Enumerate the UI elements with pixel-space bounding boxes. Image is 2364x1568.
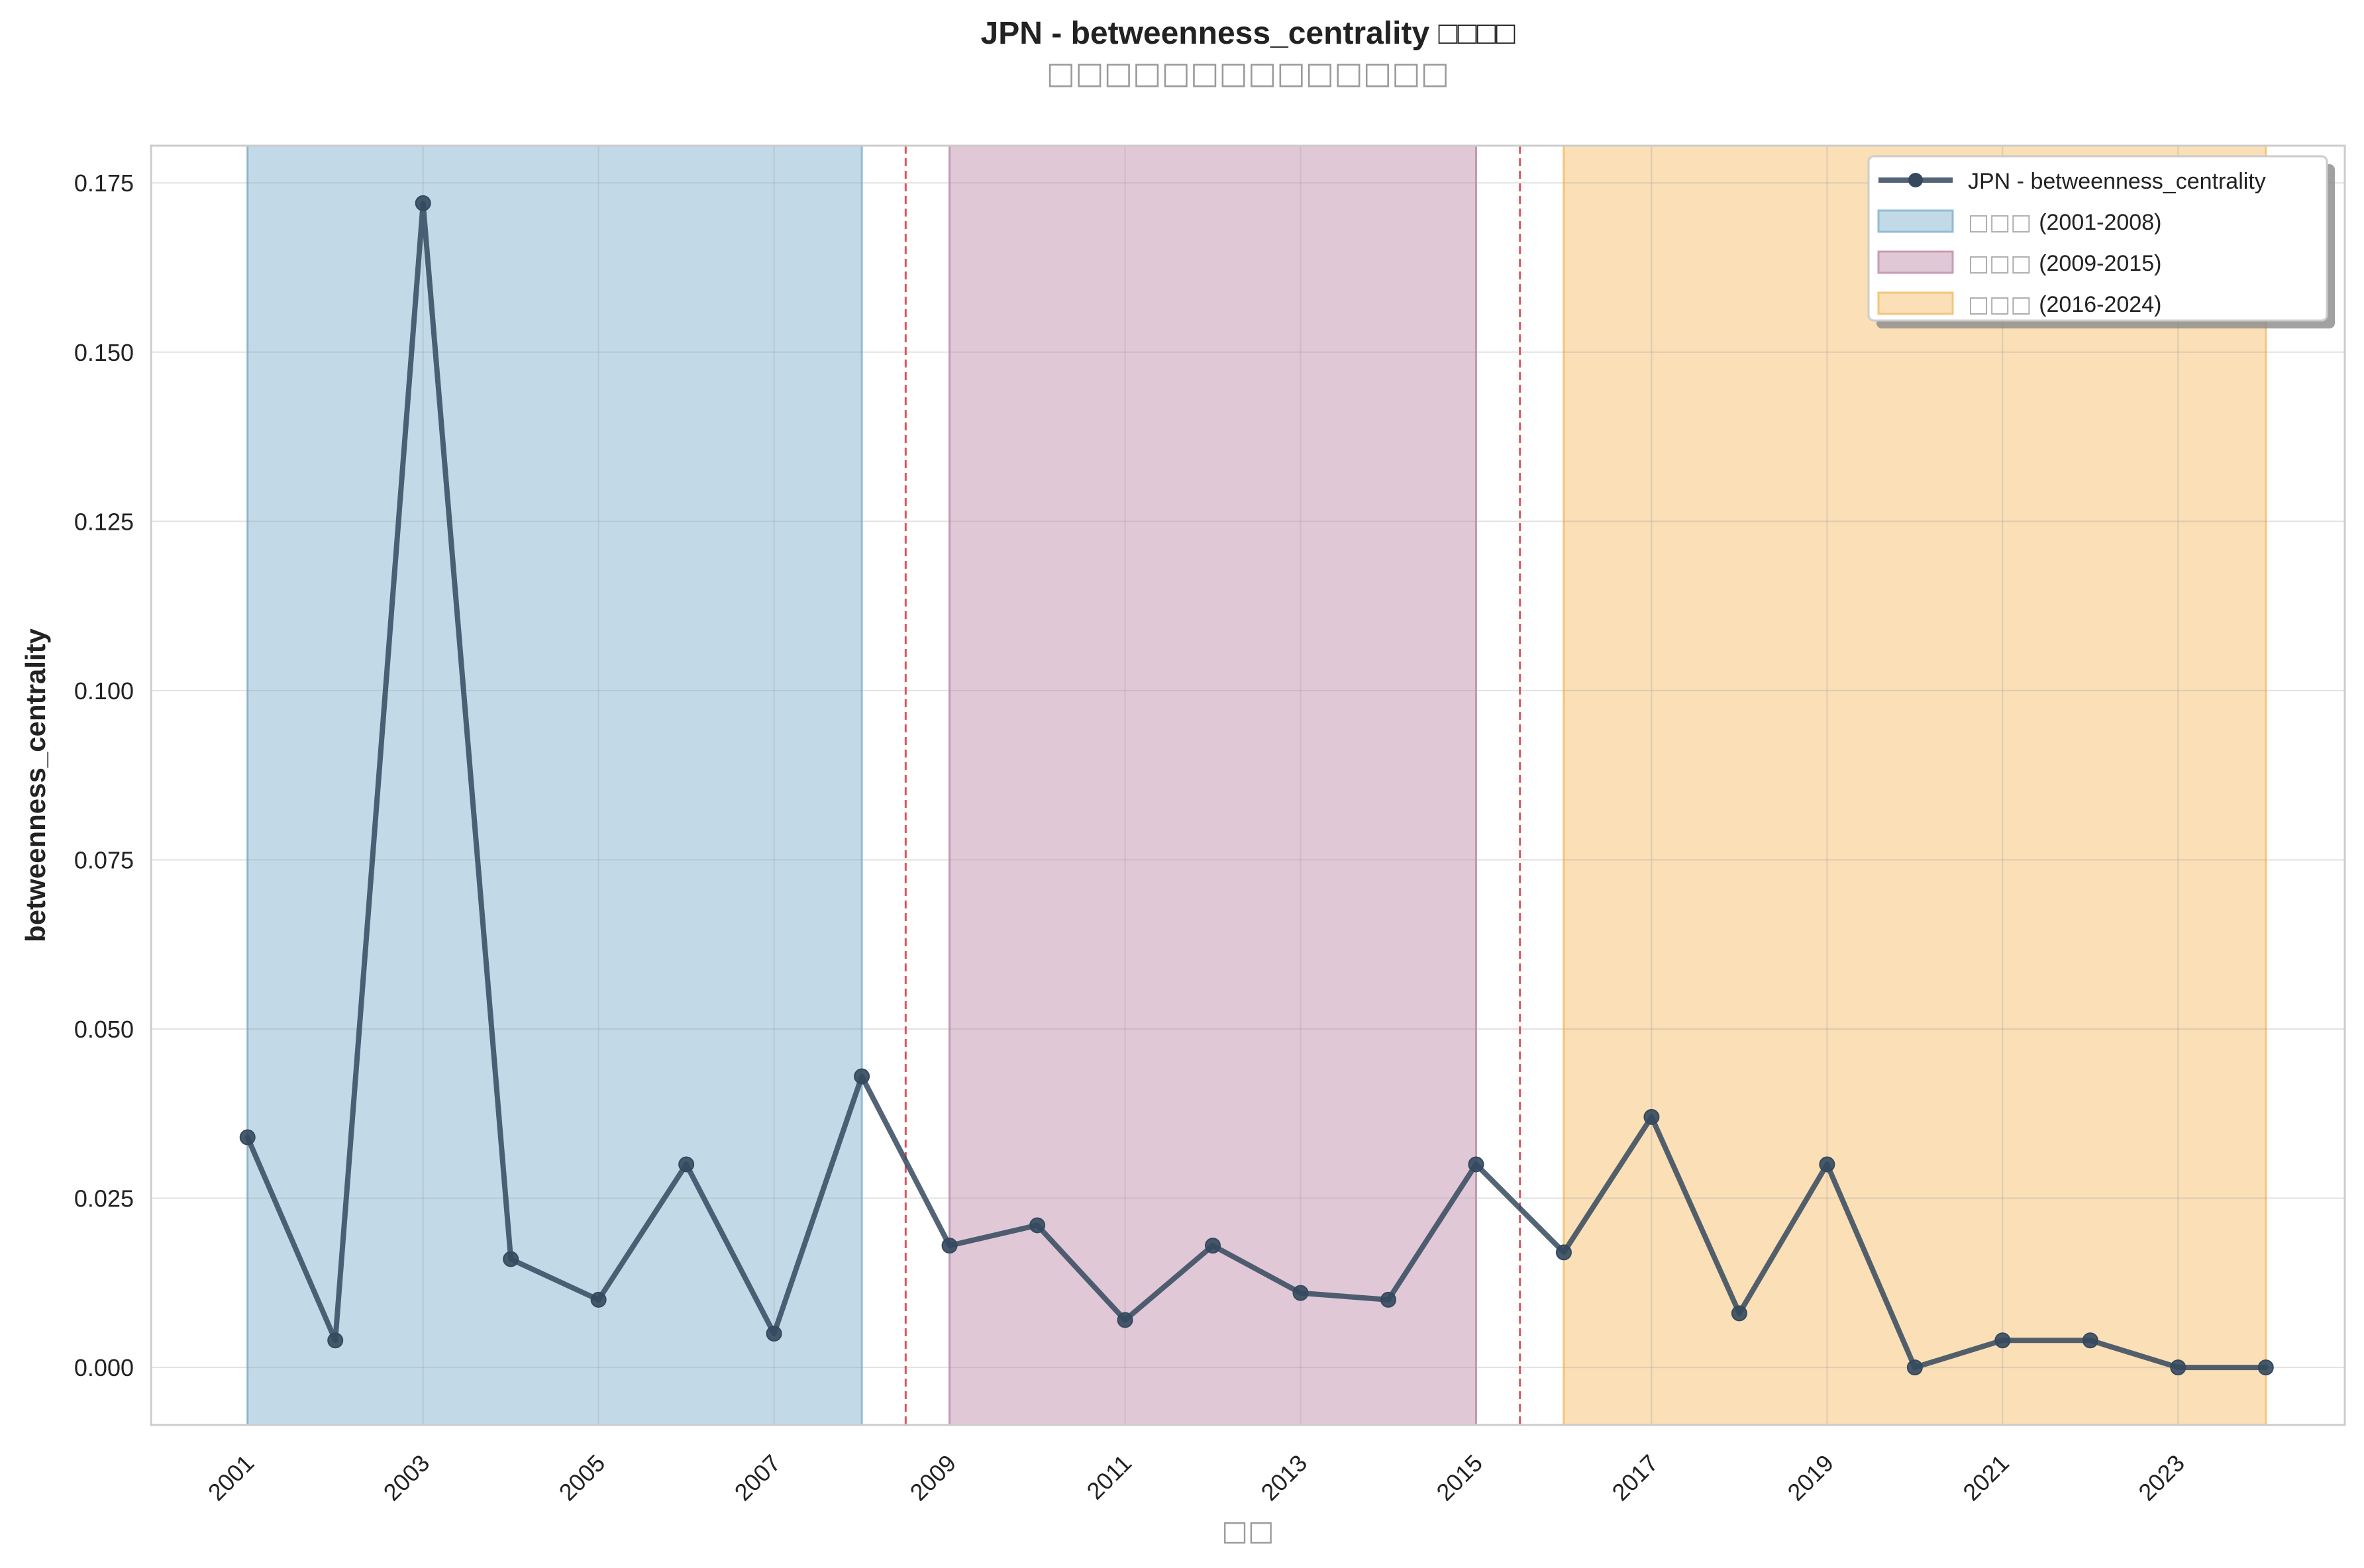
data-point-2015 — [1468, 1156, 1484, 1173]
data-point-2023 — [2170, 1359, 2186, 1376]
data-point-2009 — [941, 1238, 958, 1254]
period-band-3 — [1563, 144, 2267, 1426]
legend-label-period-3: □□□ (2016-2024) — [1968, 291, 2161, 318]
data-point-2012 — [1205, 1238, 1221, 1254]
data-point-2007 — [766, 1326, 782, 1342]
legend-label-period-1: □□□ (2001-2008) — [1968, 209, 2161, 236]
data-point-2011 — [1117, 1312, 1133, 1328]
x-tick-label: 2013 — [1256, 1449, 1313, 1506]
x-tick-label: 2021 — [1957, 1449, 2014, 1506]
y-tick-label: 0.050 — [74, 1016, 134, 1043]
data-point-2022 — [2082, 1332, 2098, 1349]
data-point-2013 — [1292, 1285, 1309, 1301]
legend-point-marker — [1908, 173, 1923, 187]
x-tick-label: 2001 — [203, 1449, 260, 1506]
y-tick-label: 0.175 — [74, 170, 134, 197]
legend-swatch-period-3 — [1877, 291, 1954, 315]
data-point-2021 — [1994, 1332, 2011, 1349]
legend-swatch-period-1 — [1877, 209, 1954, 233]
data-point-2008 — [854, 1068, 870, 1085]
data-point-2003 — [415, 195, 431, 211]
data-point-2001 — [239, 1129, 256, 1146]
legend-swatch-period-2 — [1877, 250, 1954, 274]
x-tick-label: 2023 — [2133, 1449, 2190, 1506]
x-tick-label: 2005 — [554, 1449, 611, 1506]
x-axis-ticks: 2001 2003 2005 2007 2009 2011 2013 2015 2017 2019… — [203, 1449, 2190, 1506]
y-tick-label: 0.150 — [74, 339, 134, 366]
x-tick-label: 2017 — [1606, 1449, 1663, 1506]
y-axis-label: betweenness_centrality — [20, 628, 51, 942]
series-layer — [239, 195, 2274, 1376]
plot-frame — [150, 144, 2346, 1426]
chart-title: JPN - betweenness_centrality □□□□ — [981, 16, 1516, 51]
x-tick-label: 2019 — [1782, 1449, 1839, 1506]
data-point-2004 — [503, 1251, 519, 1267]
data-point-2010 — [1029, 1217, 1046, 1234]
x-tick-label: 2011 — [1081, 1449, 1137, 1505]
y-tick-label: 0.075 — [74, 846, 134, 873]
period-band-1 — [246, 144, 863, 1426]
legend: JPN - betweenness_centrality □□□ (2001-20… — [1867, 155, 2335, 328]
legend-label-series: JPN - betweenness_centrality — [1968, 169, 2266, 194]
x-axis-label: □□ — [1221, 1514, 1274, 1547]
x-tick-label: 2003 — [378, 1449, 435, 1506]
period-band-2 — [949, 144, 1477, 1426]
y-tick-label: 0.000 — [74, 1354, 134, 1381]
legend-items: JPN - betweenness_centrality □□□ (2001-20… — [1877, 169, 2266, 318]
data-point-2018 — [1731, 1305, 1747, 1322]
data-point-2019 — [1819, 1156, 1835, 1173]
y-tick-label: 0.125 — [74, 508, 134, 535]
data-point-2016 — [1555, 1244, 1572, 1261]
y-axis-ticks: 0.000 0.025 0.050 0.075 0.100 0.125 0.150 0.175 — [74, 170, 134, 1381]
legend-box — [1867, 155, 2328, 322]
series-line-1 — [244, 200, 2269, 1371]
data-point-2005 — [590, 1291, 607, 1308]
data-point-2002 — [327, 1332, 344, 1349]
y-tick-label: 0.100 — [74, 677, 134, 705]
data-point-2024 — [2257, 1359, 2274, 1376]
period-bands — [246, 144, 2267, 1426]
data-point-2020 — [1906, 1359, 1923, 1376]
x-tick-label: 2007 — [729, 1449, 786, 1506]
data-point-2017 — [1643, 1108, 1660, 1125]
data-point-2006 — [678, 1156, 695, 1173]
x-tick-label: 2015 — [1431, 1449, 1488, 1506]
legend-label-period-2: □□□ (2009-2015) — [1968, 250, 2161, 277]
x-tick-label: 2009 — [905, 1449, 962, 1506]
chart-subtitle: □□□□□□□□□□□□□□ — [1047, 55, 1449, 91]
data-point-2014 — [1380, 1291, 1396, 1308]
y-tick-label: 0.025 — [74, 1185, 134, 1212]
grid-lines — [151, 146, 2345, 1425]
